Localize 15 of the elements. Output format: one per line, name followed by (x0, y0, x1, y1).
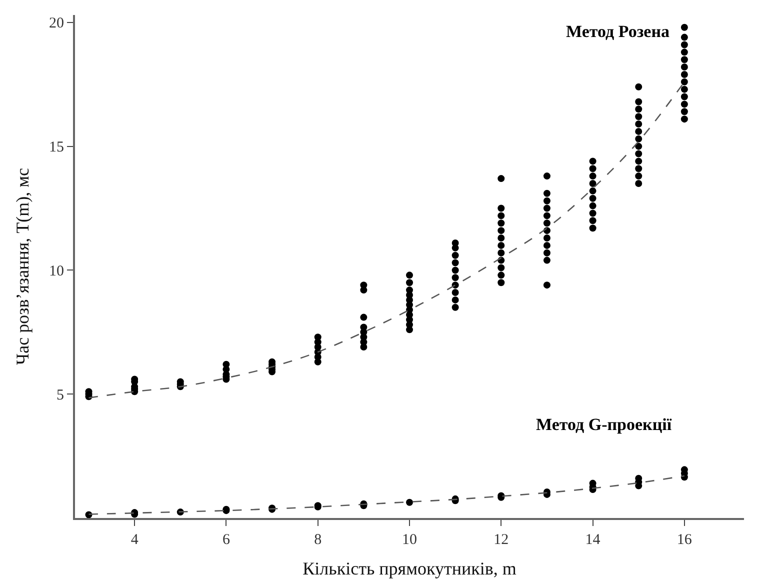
y-tick-label: 15 (49, 140, 64, 156)
y-axis-title: Час розв’язання, T(m), мс (12, 168, 33, 366)
y-tick-label: 5 (56, 387, 64, 404)
x-tick-label: 6 (222, 532, 230, 548)
y-tick-label: 10 (49, 263, 64, 280)
x-tick-label: 12 (494, 532, 509, 548)
x-tick-label: 8 (314, 532, 322, 548)
x-axis-title: Кількість прямокутників, m (302, 558, 516, 579)
x-tick-label: 4 (130, 532, 139, 548)
y-tick-label: 20 (49, 16, 64, 32)
x-tick-label: 16 (676, 532, 692, 548)
series-label: Метод Розена (566, 22, 670, 41)
x-tick-label: 10 (402, 532, 417, 548)
text: Метод G-проекції (536, 415, 672, 434)
x-tick-label: 14 (585, 532, 601, 548)
